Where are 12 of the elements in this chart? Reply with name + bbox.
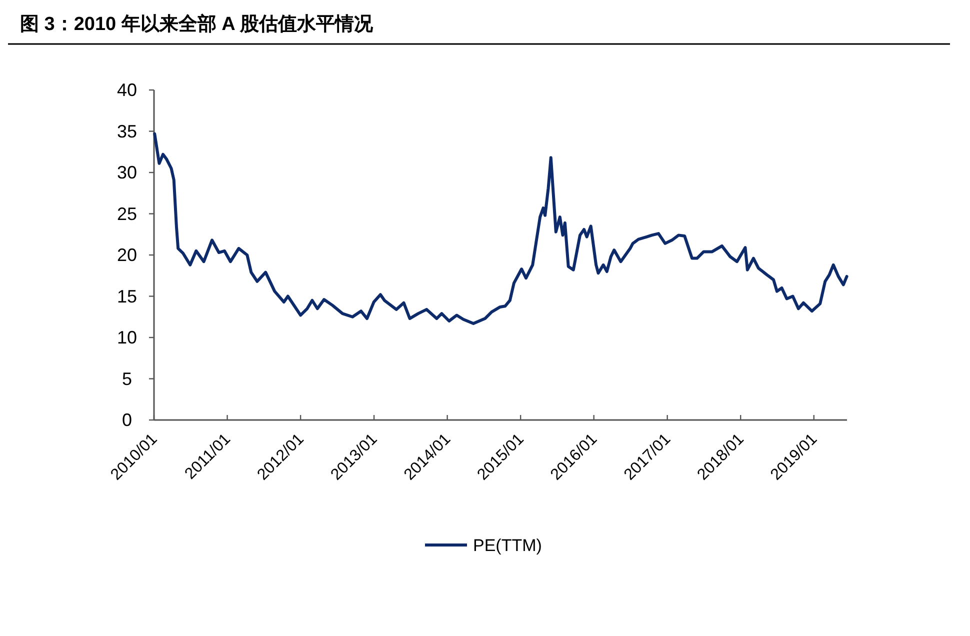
- y-tick-label: 15: [116, 286, 138, 306]
- y-tick-label: 40: [116, 80, 138, 100]
- y-tick-label: 10: [116, 328, 138, 348]
- y-tick-label: 0: [122, 410, 132, 430]
- y-tick-label: 35: [116, 121, 138, 142]
- y-tick-label: 25: [116, 204, 138, 224]
- y-tick-label: 5: [122, 368, 132, 389]
- chart-title: 图 3：2010 年以来全部 A 股估值水平情况: [20, 13, 374, 35]
- y-tick-label: 20: [116, 245, 138, 265]
- y-tick-label: 30: [116, 162, 138, 182]
- line-series: [153, 132, 848, 325]
- legend-label: PE(TTM): [473, 536, 542, 555]
